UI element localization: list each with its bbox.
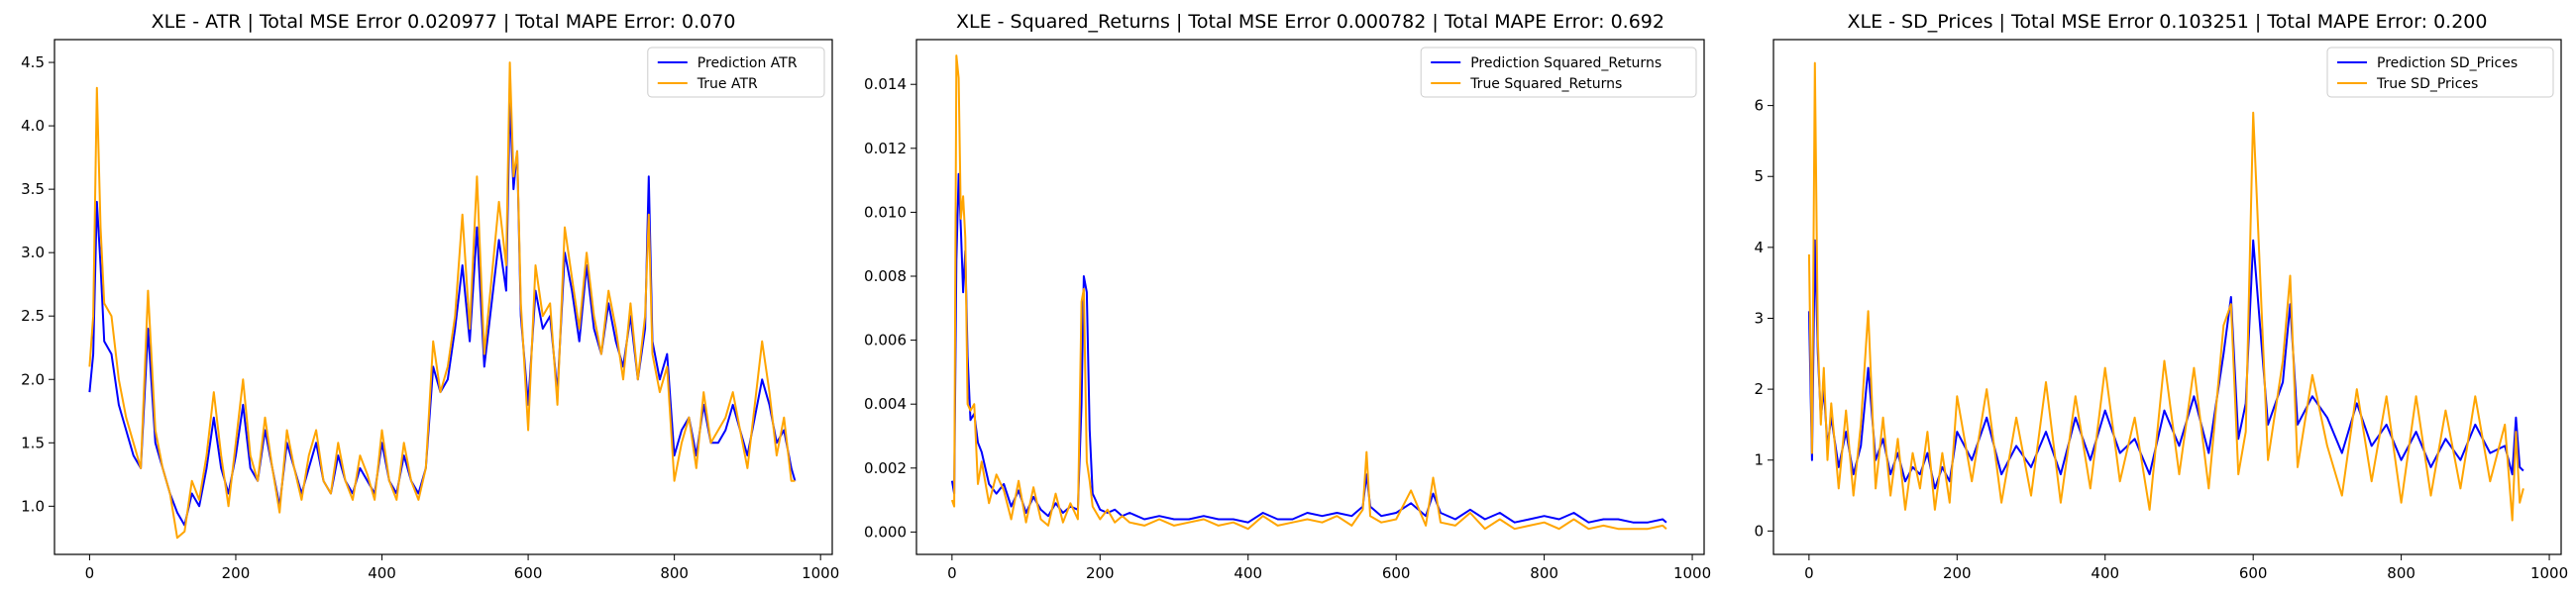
x-tick-label: 0 [85, 564, 95, 582]
chart-panel-1: XLE - ATR | Total MSE Error 0.020977 | T… [21, 11, 839, 582]
x-tick-label: 200 [1943, 564, 1972, 582]
y-tick-label: 2.0 [21, 370, 45, 388]
x-tick-label: 600 [1382, 564, 1411, 582]
x-tick-label: 400 [1234, 564, 1262, 582]
axes-frame [54, 39, 833, 555]
x-tick-label: 1000 [802, 564, 839, 582]
series-line-true [950, 54, 1667, 531]
series-line-prediction [1807, 239, 2524, 490]
chart-panel-3: XLE - SD_Prices | Total MSE Error 0.1032… [1754, 11, 2568, 582]
legend-label-prediction: Prediction ATR [698, 55, 798, 71]
y-tick-label: 0.006 [864, 332, 907, 349]
x-tick-label: 1000 [2530, 564, 2568, 582]
y-tick-label: 4.0 [21, 117, 45, 135]
series-line-prediction [88, 99, 797, 527]
x-tick-label: 600 [2239, 564, 2268, 582]
x-tick-label: 1000 [1673, 564, 1711, 582]
legend: Prediction Squared_Returns True Squared_R… [1420, 47, 1697, 98]
x-tick-label: 600 [514, 564, 543, 582]
y-tick-label: 3.0 [21, 244, 45, 261]
y-tick-label: 0.012 [864, 140, 907, 157]
y-tick-label: 1 [1754, 451, 1764, 469]
series-line-true [88, 61, 796, 540]
y-tick-label: 4.5 [21, 53, 45, 71]
axes-frame [1772, 39, 2562, 555]
y-tick-label: 3.5 [21, 180, 45, 198]
y-tick-label: 6 [1754, 97, 1764, 115]
y-tick-label: 0.000 [864, 523, 907, 541]
x-tick-label: 800 [1530, 564, 1558, 582]
y-tick-label: 2.5 [21, 307, 45, 325]
legend-box [1420, 47, 1697, 98]
x-tick-label: 400 [368, 564, 396, 582]
legend-label-prediction: Prediction Squared_Returns [1470, 55, 1662, 71]
legend-label-true: True ATR [697, 76, 758, 92]
legend-box [2326, 47, 2554, 98]
chart-title: XLE - ATR | Total MSE Error 0.020977 | T… [152, 11, 736, 33]
chart-panel-2: XLE - Squared_Returns | Total MSE Error … [864, 11, 1711, 582]
x-tick-label: 800 [2387, 564, 2415, 582]
legend: Prediction ATR True ATR [647, 47, 825, 98]
legend-box [647, 47, 825, 98]
y-tick-label: 0 [1754, 522, 1764, 540]
y-tick-label: 0.004 [864, 395, 907, 413]
y-tick-label: 0.010 [864, 203, 907, 221]
series-line-prediction [950, 172, 1667, 524]
y-tick-label: 5 [1754, 167, 1764, 185]
y-tick-label: 0.014 [864, 75, 907, 93]
y-tick-label: 1.0 [21, 497, 45, 515]
x-tick-label: 400 [2091, 564, 2119, 582]
legend: Prediction SD_Prices True SD_Prices [2326, 47, 2554, 98]
x-tick-label: 0 [947, 564, 957, 582]
y-tick-label: 2 [1754, 380, 1764, 398]
y-tick-label: 4 [1754, 239, 1764, 256]
legend-label-true: True SD_Prices [2376, 76, 2478, 92]
y-tick-label: 0.008 [864, 267, 907, 285]
y-tick-label: 1.5 [21, 434, 45, 451]
legend-label-prediction: Prediction SD_Prices [2377, 55, 2518, 71]
axes-frame [915, 39, 1705, 555]
x-tick-label: 200 [1086, 564, 1115, 582]
x-tick-label: 200 [222, 564, 251, 582]
series-line-true [1807, 61, 2524, 522]
legend-label-true: True Squared_Returns [1469, 76, 1622, 92]
y-tick-label: 3 [1754, 309, 1764, 327]
y-tick-label: 0.002 [864, 459, 907, 477]
chart-title: XLE - Squared_Returns | Total MSE Error … [956, 11, 1664, 33]
chart-title: XLE - SD_Prices | Total MSE Error 0.1032… [1848, 11, 2488, 33]
x-tick-label: 0 [1804, 564, 1814, 582]
x-tick-label: 800 [660, 564, 689, 582]
